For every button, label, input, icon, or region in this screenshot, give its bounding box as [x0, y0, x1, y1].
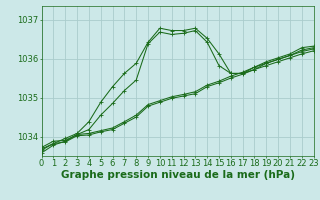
- X-axis label: Graphe pression niveau de la mer (hPa): Graphe pression niveau de la mer (hPa): [60, 170, 295, 180]
